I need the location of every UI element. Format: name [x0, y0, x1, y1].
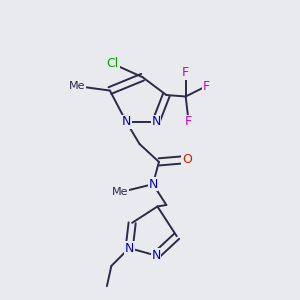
Text: Me: Me [69, 81, 85, 91]
Text: F: F [185, 115, 192, 128]
Text: N: N [122, 115, 131, 128]
Text: O: O [182, 153, 192, 166]
Text: Me: Me [112, 187, 128, 197]
Text: N: N [148, 178, 158, 191]
Text: N: N [151, 249, 160, 262]
Text: F: F [182, 66, 189, 79]
Text: Cl: Cl [107, 57, 119, 70]
Text: N: N [124, 242, 134, 255]
Text: F: F [203, 80, 210, 93]
Text: N: N [151, 115, 160, 128]
